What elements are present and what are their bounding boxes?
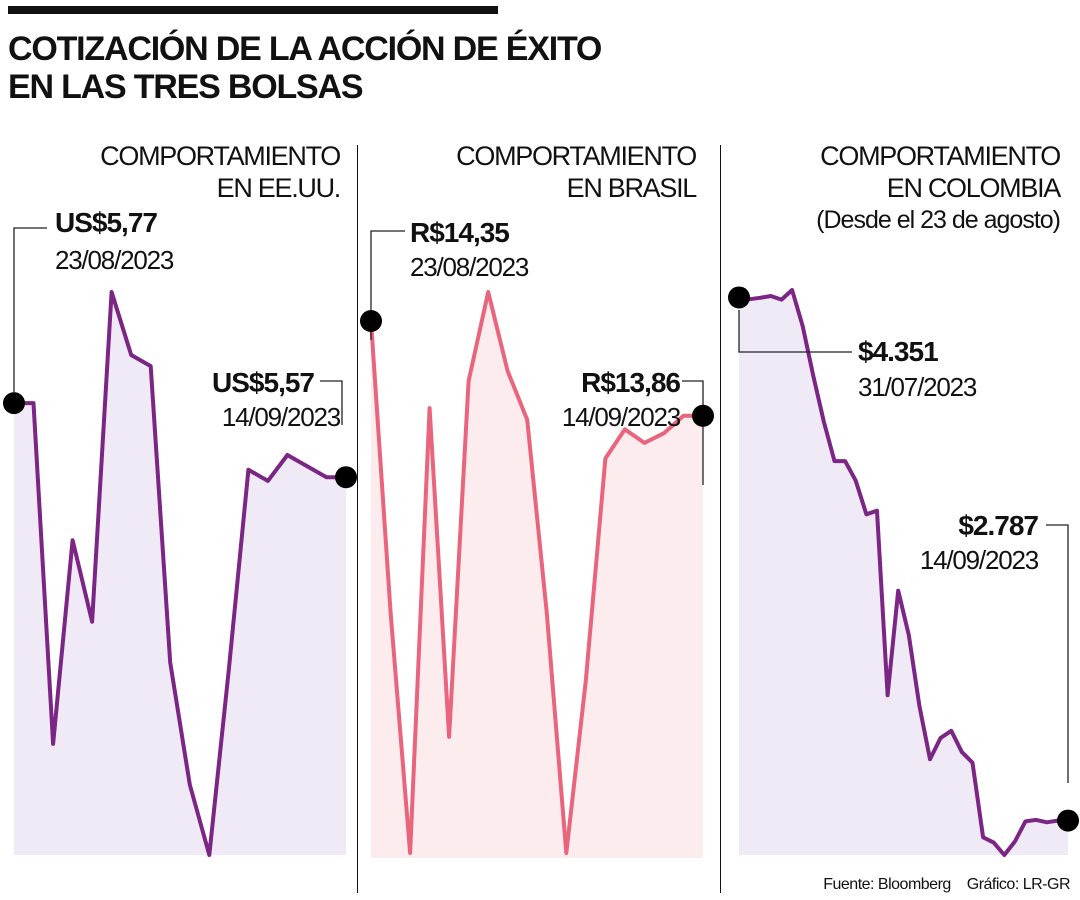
page-title: COTIZACIÓN DE LA ACCIÓN DE ÉXITO EN LAS … [8, 30, 602, 106]
panel-title-line: COMPORTAMIENTO [456, 141, 697, 171]
series-line-brasil [369, 290, 705, 855]
panel-title-line: COMPORTAMIENTO [820, 141, 1061, 171]
start-date-label: 23/08/2023 [410, 252, 529, 282]
graphic-credit: Gráfico: LR-GR [966, 876, 1071, 893]
footer: Fuente: Bloomberg Gráfico: LR-GR [811, 876, 1070, 894]
end-date-label: 14/09/2023 [221, 402, 341, 432]
panel-divider-1 [357, 145, 358, 893]
end-date-label: 14/09/2023 [561, 402, 681, 432]
start-value-label: US$5,77 [55, 207, 158, 238]
panel-title-brasil: COMPORTAMIENTO EN BRASIL [456, 140, 698, 204]
area-fill-usa [14, 292, 346, 855]
panel-title-usa: COMPORTAMIENTO EN EE.UU. [100, 140, 342, 204]
panel-title-line: COMPORTAMIENTO [100, 141, 341, 171]
end-value-label: R$13,86 [581, 367, 681, 398]
leader-line-end [682, 380, 704, 485]
leader-line-end [320, 380, 343, 425]
leader-line-start [13, 227, 47, 392]
leader-line-start [370, 230, 405, 340]
top-rule [8, 6, 498, 14]
panel-divider-2 [720, 145, 721, 893]
start-point-marker [728, 286, 750, 309]
source-credit: Fuente: Bloomberg [823, 876, 951, 893]
start-value-label: $4.351 [858, 336, 939, 367]
panel-title-line: EN EE.UU. [216, 173, 342, 203]
end-value-label: US$5,57 [212, 367, 315, 398]
panel-title-line: EN COLOMBIA [886, 173, 1062, 203]
end-point-marker [692, 404, 714, 427]
start-value-label: R$14,35 [410, 217, 510, 248]
panel-subtitle: (Desde el 23 de agosto) [816, 206, 1061, 234]
leader-line-start [738, 310, 852, 353]
end-date-label: 14/09/2023 [919, 545, 1039, 575]
end-point-marker [335, 466, 357, 489]
leader-line-end [1046, 524, 1069, 783]
end-point-marker [1057, 809, 1079, 832]
panel-title-colombia: COMPORTAMIENTO EN COLOMBIA (Desde el 23 … [816, 140, 1062, 236]
series-line-usa [12, 290, 348, 857]
area-fill-colombia [739, 290, 1068, 855]
start-point-marker [360, 310, 382, 333]
start-date-label: 23/08/2023 [55, 245, 174, 275]
end-value-label: $2.787 [958, 510, 1039, 541]
series-line-colombia [737, 288, 1070, 857]
panel-title-line: EN BRASIL [566, 173, 698, 203]
start-date-label: 31/07/2023 [858, 372, 977, 402]
area-fill-brasil [371, 292, 703, 858]
start-point-marker [3, 392, 25, 415]
